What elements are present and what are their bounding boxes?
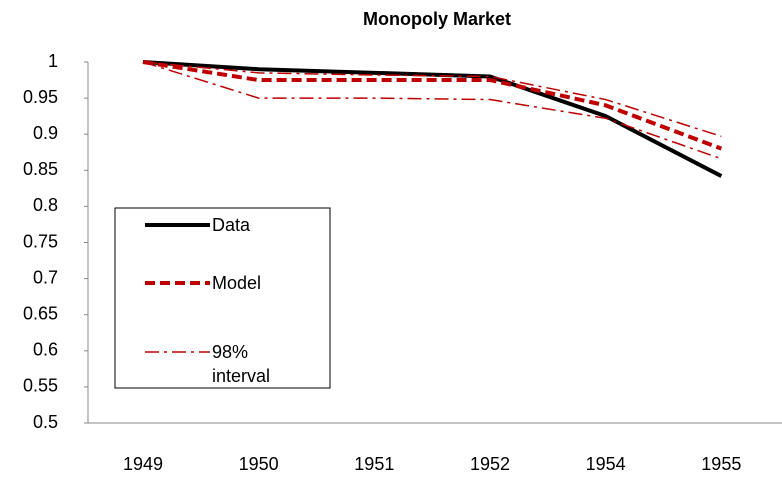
line-upper: [142, 61, 722, 138]
y-tick-label: 0.85: [23, 159, 58, 179]
legend-entry: 98% interval: [212, 342, 271, 386]
x-tick-label: 1952: [470, 454, 510, 474]
y-tick-label: 0.6: [33, 340, 58, 360]
y-tick-label: 0.5: [33, 412, 58, 432]
y-tick-label: 0.55: [23, 376, 58, 396]
x-tick-label: 1954: [586, 454, 626, 474]
legend-box: [114, 207, 331, 389]
y-tick-label: 0.65: [23, 303, 58, 323]
y-tick-label: 0.75: [23, 231, 58, 251]
y-tick-label: 0.9: [33, 123, 58, 143]
x-tick-label: 1951: [354, 454, 394, 474]
y-tick-label: 1: [48, 51, 58, 71]
legend-entry: Model: [212, 273, 262, 293]
legend-label: 98% interval: [212, 342, 271, 386]
y-tick-label: 0.95: [23, 87, 58, 107]
legend-label: Model: [212, 273, 262, 293]
line-lower: [142, 61, 722, 160]
x-tick-label: 1950: [239, 454, 279, 474]
legend-entry: Data: [212, 215, 251, 235]
legend-label: Data: [212, 215, 251, 235]
line-values: [142, 60, 723, 178]
line-values: [142, 60, 723, 151]
y-tick-label: 0.7: [33, 267, 58, 287]
y-tick-label: 0.8: [33, 195, 58, 215]
x-tick-label: 1955: [701, 454, 741, 474]
x-tick-label: 1949: [123, 454, 163, 474]
chart-title: Monopoly Market: [363, 9, 511, 29]
